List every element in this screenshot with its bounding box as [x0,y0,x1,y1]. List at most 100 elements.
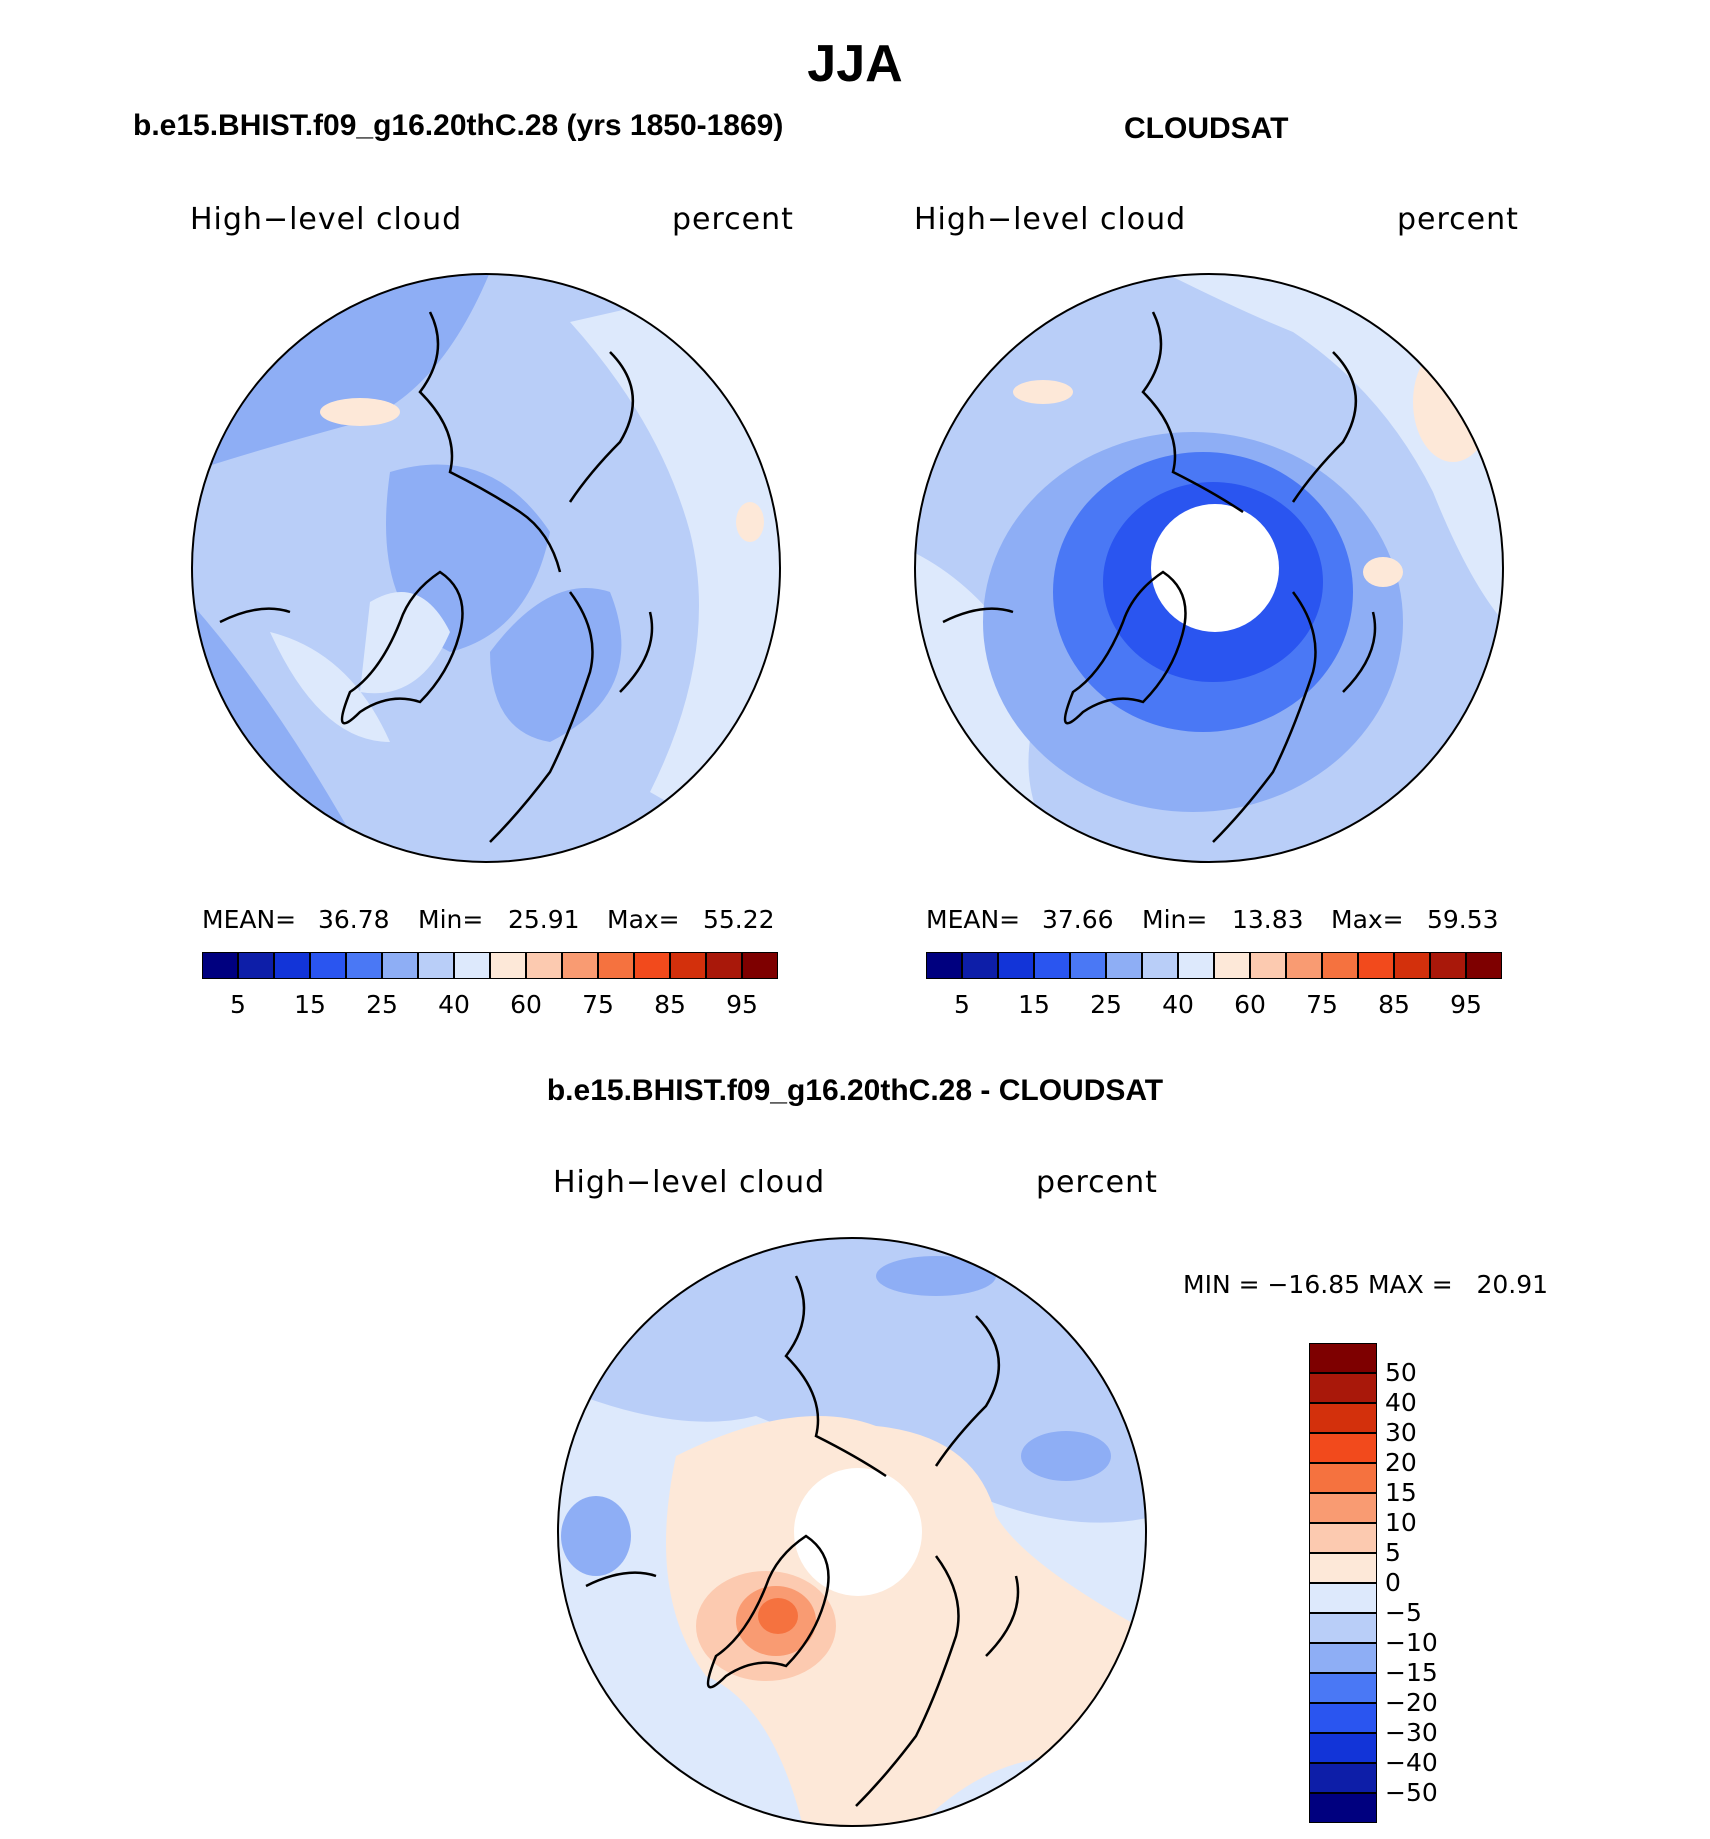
diff-colorbar-tick-label: 10 [1385,1508,1417,1537]
model-colorbar-tick-label: 85 [654,990,686,1019]
obs-colorbar-swatch [998,952,1034,979]
diff-colorbar-ticks: 50 40 30 20 15 10 5 0 −5 −10 −15 −20 −30 −40 −50 [1385,1343,1465,1823]
model-colorbar-swatch [562,952,598,979]
model-colorbar-tick-label: 15 [294,990,326,1019]
model-colorbar-tick-label: 40 [438,990,470,1019]
model-colorbar-swatch [202,952,238,979]
obs-colorbar-swatch [1178,952,1214,979]
diff-colorbar-tick-label: 50 [1385,1358,1417,1387]
obs-polar-map [914,273,1504,863]
obs-units-label: percent [1397,202,1519,237]
model-colorbar-tick-label: 5 [230,990,246,1019]
model-min-label: Min= [418,905,484,934]
diff-colorbar-tick-label: −10 [1385,1628,1438,1657]
model-colorbar-swatch [418,952,454,979]
obs-colorbar-swatch [1250,952,1286,979]
diff-colorbar-tick-label: −15 [1385,1658,1438,1687]
obs-colorbar-swatch [1034,952,1070,979]
model-max-label: Max= [607,905,680,934]
obs-colorbar-swatch [1358,952,1394,979]
model-colorbar-swatch [382,952,418,979]
obs-colorbar-tick-label: 5 [954,990,970,1019]
diff-colorbar-swatch [1309,1643,1377,1673]
diff-colorbar-swatch [1309,1343,1377,1373]
obs-max-label: Max= [1331,905,1404,934]
diff-colorbar-swatch [1309,1793,1377,1823]
model-mean-label: MEAN= [202,905,297,934]
obs-colorbar-swatch [1070,952,1106,979]
diff-colorbar-swatch [1309,1703,1377,1733]
diff-polar-map [557,1237,1147,1827]
diff-colorbar-tick-label: −20 [1385,1688,1438,1717]
model-mean-value: 36.78 [318,905,390,934]
diff-colorbar-tick-label: −5 [1385,1598,1422,1627]
diff-colorbar-tick-label: 5 [1385,1538,1401,1567]
model-colorbar-ticks: 5 15 25 40 60 75 85 95 [202,990,778,1020]
diff-panel-heading: b.e15.BHIST.f09_g16.20thC.28 - CLOUDSAT [546,1074,1164,1107]
model-colorbar-tick-label: 95 [726,990,758,1019]
model-polar-map [191,273,781,863]
obs-field-label: High−level cloud [914,202,1187,237]
obs-colorbar-swatch [1142,952,1178,979]
diff-colorbar-tick-label: −40 [1385,1748,1438,1777]
model-colorbar-swatch [274,952,310,979]
diff-colorbar-swatch [1309,1583,1377,1613]
model-colorbar-tick-label: 25 [366,990,398,1019]
diff-colorbar-tick-label: −30 [1385,1718,1438,1747]
model-colorbar-swatch [670,952,706,979]
model-colorbar [202,952,778,979]
diff-field-label: High−level cloud [553,1165,826,1200]
model-colorbar-swatch [706,952,742,979]
obs-colorbar-tick-label: 60 [1234,990,1266,1019]
diff-minmax-text: MIN = −16.85 MAX = 20.91 [1183,1270,1549,1299]
obs-colorbar-swatch [962,952,998,979]
diff-colorbar-swatch [1309,1493,1377,1523]
obs-colorbar-swatch [1322,952,1358,979]
diff-colorbar-tick-label: 20 [1385,1448,1417,1477]
diff-colorbar-swatch [1309,1553,1377,1583]
model-colorbar-swatch [598,952,634,979]
model-panel-heading: b.e15.BHIST.f09_g16.20thC.28 (yrs 1850-1… [133,109,784,142]
diff-colorbar-tick-label: 30 [1385,1418,1417,1447]
diff-colorbar-swatch [1309,1523,1377,1553]
obs-colorbar-ticks: 5 15 25 40 60 75 85 95 [926,990,1502,1020]
diff-colorbar-swatch [1309,1463,1377,1493]
model-colorbar-swatch [238,952,274,979]
obs-min-value: 13.83 [1232,905,1304,934]
model-colorbar-swatch [742,952,778,979]
model-colorbar-swatch [634,952,670,979]
model-colorbar-tick-label: 75 [582,990,614,1019]
diff-colorbar [1309,1343,1377,1823]
diff-colorbar-tick-label: 40 [1385,1388,1417,1417]
obs-mean-label: MEAN= [926,905,1021,934]
figure-title: JJA [807,35,903,93]
model-max-value: 55.22 [703,905,775,934]
model-min-value: 25.91 [508,905,580,934]
model-field-label: High−level cloud [190,202,463,237]
model-colorbar-swatch [346,952,382,979]
diff-colorbar-swatch [1309,1763,1377,1793]
model-colorbar-swatch [490,952,526,979]
obs-mean-value: 37.66 [1042,905,1114,934]
obs-panel-heading: CLOUDSAT [1124,112,1289,145]
model-units-label: percent [672,202,794,237]
diff-colorbar-tick-label: −50 [1385,1778,1438,1807]
diff-units-label: percent [1036,1165,1158,1200]
obs-max-value: 59.53 [1427,905,1499,934]
diff-colorbar-tick-label: 0 [1385,1568,1401,1597]
model-colorbar-swatch [454,952,490,979]
obs-colorbar-tick-label: 40 [1162,990,1194,1019]
obs-colorbar-swatch [926,952,962,979]
obs-colorbar-tick-label: 15 [1018,990,1050,1019]
obs-colorbar-swatch [1214,952,1250,979]
diff-colorbar-swatch [1309,1673,1377,1703]
obs-colorbar-swatch [1430,952,1466,979]
model-colorbar-tick-label: 60 [510,990,542,1019]
model-colorbar-swatch [310,952,346,979]
obs-colorbar-tick-label: 25 [1090,990,1122,1019]
diff-colorbar-tick-label: 15 [1385,1478,1417,1507]
obs-colorbar-swatch [1106,952,1142,979]
diff-colorbar-swatch [1309,1433,1377,1463]
model-colorbar-swatch [526,952,562,979]
obs-colorbar-swatch [1466,952,1502,979]
